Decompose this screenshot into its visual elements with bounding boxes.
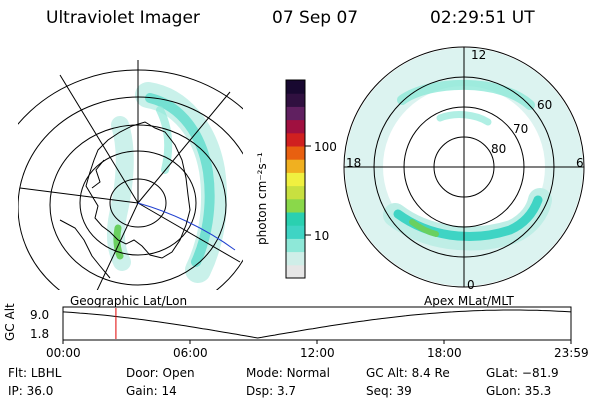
gc-alt-value: 8.4 Re	[411, 366, 450, 380]
door-key: Door:	[126, 366, 159, 380]
mode-value: Normal	[286, 366, 330, 380]
timeline-xtick-0000: 00:00	[46, 346, 81, 360]
door-field: Door: Open	[126, 367, 195, 379]
mlt-axes	[344, 47, 584, 287]
dsp-value: 3.7	[276, 384, 297, 398]
timeline-ymax: 9.0	[30, 308, 50, 322]
glon-value: 35.3	[524, 384, 552, 398]
glon-field: GLon: 35.3	[486, 385, 551, 397]
colorbar-tick-10: 10	[314, 229, 330, 243]
mode-key: Mode:	[246, 366, 283, 380]
ip-key: IP:	[8, 384, 23, 398]
filter-value: LBHL	[30, 366, 62, 380]
mlt-label-12: 12	[471, 48, 487, 62]
colorbar-swatch	[286, 172, 305, 187]
colorbar-swatch	[286, 106, 305, 121]
colorbar	[285, 79, 306, 279]
colorbar-swatch	[286, 146, 305, 160]
timeline-ymin: 1.8	[30, 327, 50, 341]
dsp-key: Dsp:	[246, 384, 274, 398]
colorbar-swatch	[286, 93, 305, 107]
geographic-map	[18, 60, 243, 290]
colorbar-swatch	[286, 159, 305, 173]
gain-field: Gain: 14	[126, 385, 177, 397]
colorbar-unit-label: photon cm⁻²s⁻¹	[255, 152, 269, 245]
timeline-axis-label: GC Alt	[3, 303, 17, 341]
colorbar-swatch	[286, 119, 305, 134]
colorbar-swatch	[286, 80, 305, 94]
filter-field: Flt: LBHL	[8, 367, 61, 379]
timeline-xtick-1200: 12:00	[300, 346, 335, 360]
colorbar-ticks	[305, 145, 311, 236]
mlat-label-80: 80	[491, 142, 507, 156]
mlat-label-70: 70	[513, 122, 529, 136]
altitude-curve	[62, 309, 572, 339]
colorbar-swatch	[286, 251, 305, 266]
colorbar-swatch	[286, 225, 305, 239]
dsp-field: Dsp: 3.7	[246, 385, 296, 397]
apex-map	[343, 46, 585, 288]
timeline-xtick-0600: 06:00	[173, 346, 208, 360]
colorbar-swatch	[286, 198, 305, 213]
gc-alt-field: GC Alt: 8.4 Re	[366, 367, 450, 379]
timeline-ticks	[62, 340, 572, 344]
glat-key: GLat:	[486, 366, 519, 380]
colorbar-swatch	[286, 238, 305, 253]
door-value: Open	[162, 366, 195, 380]
colorbar-border	[285, 79, 306, 279]
time-label: 02:29:51 UT	[430, 8, 535, 28]
continent-outline	[85, 121, 191, 259]
colorbar-swatch	[286, 132, 305, 147]
seq-field: Seq: 39	[366, 385, 412, 397]
gain-key: Gain:	[126, 384, 158, 398]
apex-caption: Apex MLat/MLT	[424, 294, 514, 308]
altitude-timeline	[62, 306, 572, 344]
gc-alt-key: GC Alt:	[366, 366, 408, 380]
filter-key: Flt:	[8, 366, 27, 380]
coast-fragment	[59, 219, 111, 279]
timeline-xtick-1800: 18:00	[427, 346, 462, 360]
geographic-caption: Geographic Lat/Lon	[70, 294, 188, 308]
peninsula-outline	[91, 159, 105, 189]
mlt-label-18: 18	[346, 156, 362, 170]
instrument-title: Ultraviolet Imager	[46, 8, 200, 28]
ip-field: IP: 36.0	[8, 385, 53, 397]
seq-key: Seq:	[366, 384, 393, 398]
colorbar-swatch	[286, 212, 305, 226]
ip-value: 36.0	[26, 384, 54, 398]
mlt-label-6: 6	[576, 156, 584, 170]
mlat-label-60: 60	[537, 98, 553, 112]
colorbar-swatch	[286, 264, 305, 279]
mlt-label-0: 0	[467, 278, 475, 292]
date-label: 07 Sep 07	[272, 8, 359, 28]
aurora-emission-left	[106, 82, 227, 283]
mode-field: Mode: Normal	[246, 367, 330, 379]
glon-key: GLon:	[486, 384, 521, 398]
colorbar-swatch	[286, 185, 305, 200]
colorbar-tick-100: 100	[314, 140, 337, 154]
meridian-lines	[19, 60, 241, 290]
seq-value: 39	[396, 384, 412, 398]
glat-value: −81.9	[521, 366, 559, 380]
glat-field: GLat: −81.9	[486, 367, 559, 379]
gain-value: 14	[161, 384, 177, 398]
timeline-xtick-2359: 23:59	[554, 346, 589, 360]
